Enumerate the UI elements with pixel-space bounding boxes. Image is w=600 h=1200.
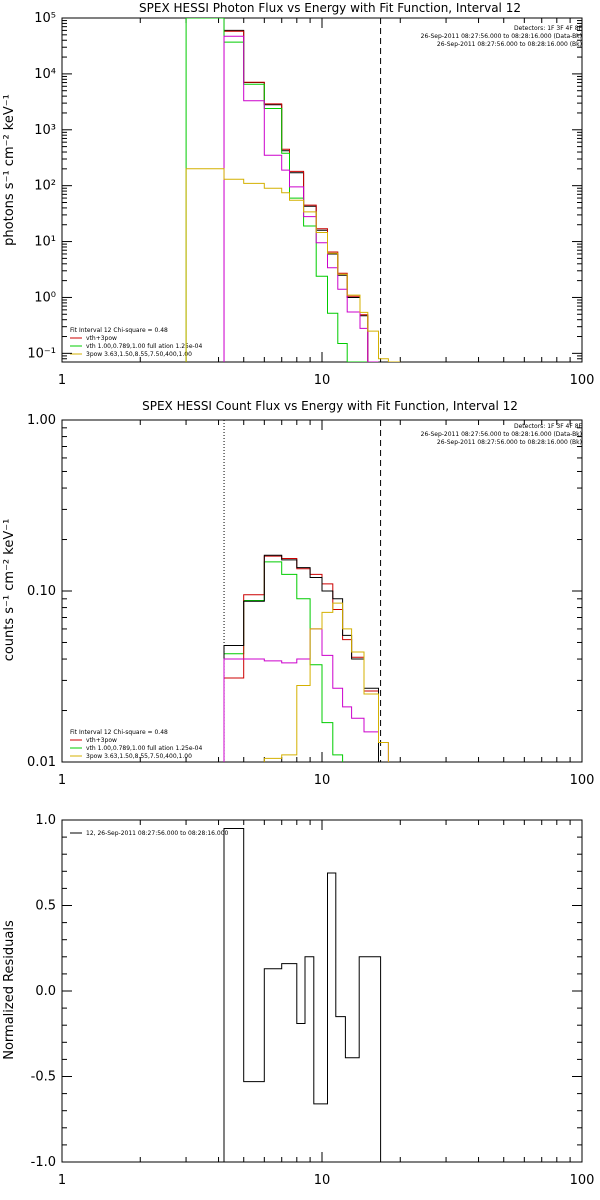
panel-1-y-tick-label: 10⁻¹ — [27, 346, 56, 361]
panel-2-x-tick-label: 1 — [58, 773, 66, 788]
panel-2-legend-label-1: vth+3pow — [86, 737, 117, 744]
panel-1-series-yellow — [185, 168, 401, 362]
panel-2-info-line-3: 26-Sep-2011 08:27:56.000 to 08:28:16.000… — [437, 439, 582, 446]
panel-3-y-tick-label: 0.5 — [35, 899, 56, 914]
panel-2-series-magenta — [223, 628, 389, 762]
panel-2-plot: 1 10 100 0.01 0.10 1.00 — [27, 413, 594, 788]
panel-1-series-red — [223, 30, 369, 362]
panel-1-series-green — [185, 18, 368, 362]
panel-1-info-line-1: Detectors: 1F 3F 4F 8F — [514, 25, 583, 32]
panel-1-legend-label-1: vth+3pow — [86, 335, 117, 342]
panel-3-legend: 12, 26-Sep-2011 08:27:56.000 to 08:28:16… — [70, 830, 229, 837]
panel-1-info-line-2: 26-Sep-2011 08:27:56.000 to 08:28:16.000… — [421, 33, 582, 40]
panel-1-y-tick-label: 10² — [34, 179, 56, 194]
panel-2-y-tick-label: 0.10 — [27, 584, 56, 599]
panel-1-y-tick-label: 10⁴ — [34, 67, 56, 82]
panel-3-y-tick-label: -1.0 — [31, 1155, 56, 1170]
panel-2-info: Detectors: 1F 3F 4F 8F 26-Sep-2011 08:27… — [421, 423, 583, 446]
panel-2-series-yellow — [263, 602, 389, 762]
panel-1-info: Detectors: 1F 3F 4F 8F 26-Sep-2011 08:27… — [421, 25, 583, 48]
panel-1-series-magenta — [223, 35, 379, 362]
panel-2-legend-label-2: vth 1.00,0.789,1.00 full ation 1.25e-04 — [86, 745, 202, 752]
panel-3-frame — [61, 819, 583, 1163]
panel-2-y-tick-label: 1.00 — [27, 413, 56, 428]
panel-2-x-tick-label: 10 — [314, 773, 331, 788]
panel-1-x-tick-label: 100 — [570, 373, 595, 388]
panel-1-y-tick-label: 10⁰ — [34, 290, 56, 305]
panel-3-series-group — [223, 828, 382, 1162]
panel-2-info-line-2: 26-Sep-2011 08:27:56.000 to 08:28:16.000… — [421, 431, 582, 438]
panel-1-title: SPEX HESSI Photon Flux vs Energy with Fi… — [139, 1, 521, 15]
panel-3-ylabel: Normalized Residuals — [2, 920, 17, 1060]
panel-3-y-tick-label: -0.5 — [31, 1070, 56, 1085]
panel-1-plot: 1 10 100 10⁻¹ 10⁰ 10¹ 10² 10³ 10⁴ 10⁵ — [27, 11, 594, 388]
panel-3-legend-label-1: 12, 26-Sep-2011 08:27:56.000 to 08:28:16… — [86, 830, 229, 837]
panel-2-info-line-1: Detectors: 1F 3F 4F 8F — [514, 423, 583, 430]
panel-3-x-tick-label: 100 — [570, 1173, 595, 1188]
panel-1-series-group — [185, 18, 401, 362]
panel-2-title: SPEX HESSI Count Flux vs Energy with Fit… — [142, 399, 518, 413]
panel-1-x-tick-label: 1 — [58, 373, 66, 388]
panel-2-series-black — [223, 554, 379, 762]
panel-3-x-tick-label: 1 — [58, 1173, 66, 1188]
panel-1-legend-title: Fit Interval 12 Chi-square = 0.48 — [70, 327, 168, 334]
panel-1-y-tick-label: 10³ — [34, 123, 56, 138]
panel-2-series-red — [223, 555, 379, 762]
panel-2-legend-label-3: 3pow 3.63,1.50,8.55,7.50,400,1.00 — [86, 753, 192, 760]
panel-3-y-tick-label: 1.0 — [35, 813, 56, 828]
panel-1-y-tick-label: 10⁵ — [34, 11, 56, 26]
panel-2-legend-title: Fit Interval 12 Chi-square = 0.48 — [70, 729, 168, 736]
panel-2-x-tick-label: 100 — [570, 773, 595, 788]
panel-3-plot: 1 10 100 -1.0 -0.5 0.0 0.5 1.0 — [31, 813, 595, 1188]
panel-3-series-residuals — [223, 828, 382, 1162]
panel-1-ylabel: photons s⁻¹ cm⁻² keV⁻¹ — [2, 94, 17, 246]
panel-1-x-tick-label: 10 — [314, 373, 331, 388]
panel-1-y-tick-label: 10¹ — [34, 235, 56, 250]
panel-2-y-tick-label: 0.01 — [27, 755, 56, 770]
panel-1-series-black — [223, 29, 369, 362]
panel-2-ylabel: counts s⁻¹ cm⁻² keV⁻¹ — [2, 519, 17, 662]
panel-2-legend: Fit Interval 12 Chi-square = 0.48 vth+3p… — [70, 729, 202, 760]
panel-3-x-tick-label: 10 — [314, 1173, 331, 1188]
panel-2-series-green — [223, 561, 344, 762]
panel-1-legend-label-3: 3pow 3.63,1.50,8.55,7.50,400,1.00 — [86, 351, 192, 358]
panel-1-legend-label-2: vth 1.00,0.789,1.00 full ation 1.25e-04 — [86, 343, 202, 350]
panel-1-frame — [61, 17, 583, 363]
panel-3-y-tick-label: 0.0 — [35, 984, 56, 999]
panel-1-info-line-3: 26-Sep-2011 08:27:56.000 to 08:28:16.000… — [437, 41, 582, 48]
panel-2-series-group — [223, 554, 389, 762]
panel-1-legend: Fit Interval 12 Chi-square = 0.48 vth+3p… — [70, 327, 202, 358]
